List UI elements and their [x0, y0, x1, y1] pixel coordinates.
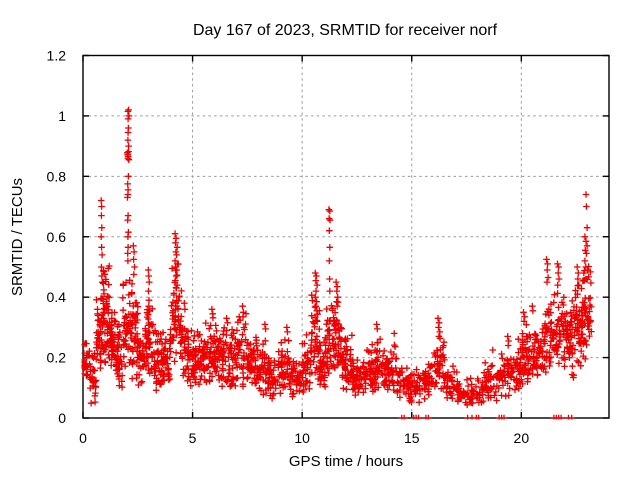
y-tick-label: 0.6	[47, 229, 67, 245]
x-tick-label: 10	[294, 430, 310, 446]
y-tick-label: 0.4	[47, 289, 67, 305]
x-tick-label: 15	[404, 430, 420, 446]
y-tick-label: 1	[58, 108, 66, 124]
x-tick-label: 20	[514, 430, 530, 446]
scatter-points	[81, 106, 595, 420]
chart-title: Day 167 of 2023, SRMTID for receiver nor…	[193, 22, 498, 39]
x-tick-label: 0	[79, 430, 87, 446]
x-axis-label: GPS time / hours	[289, 453, 403, 470]
y-tick-label: 0.8	[47, 168, 67, 184]
y-axis-label: SRMTID / TECUs	[9, 178, 26, 296]
tick-labels: 0 5 10 15 20 0 0.2 0.4 0.6 0.8 1 1.2	[47, 48, 530, 447]
x-tick-label: 5	[189, 430, 197, 446]
y-tick-label: 0.2	[47, 350, 67, 366]
y-tick-label: 1.2	[47, 48, 67, 64]
plot-frame	[82, 54, 610, 419]
y-tick-label: 0	[58, 410, 66, 426]
